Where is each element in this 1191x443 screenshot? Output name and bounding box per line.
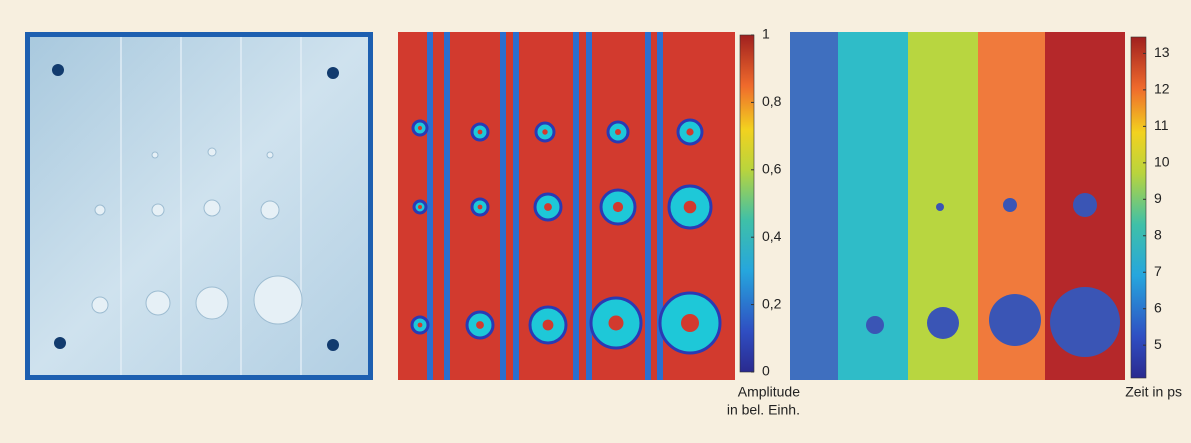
photo-hole: [327, 339, 339, 351]
ring-core: [477, 129, 483, 135]
defect: [1003, 198, 1017, 212]
colorbar-tick-label: 5: [1154, 336, 1162, 352]
photo-hole: [54, 337, 66, 349]
colorbar-tick-label: 6: [1154, 299, 1162, 315]
colorbar-tick-label: 7: [1154, 263, 1162, 279]
ring-core: [418, 205, 422, 209]
stripe: [444, 32, 450, 380]
photo-dent: [203, 199, 221, 217]
colorbar-label: Zeit in ps: [1125, 384, 1182, 400]
colorbar-tick-label: 1: [762, 26, 770, 42]
photo-dent: [253, 275, 303, 325]
photo-strip: [300, 37, 302, 375]
defect: [866, 316, 884, 334]
ring-core: [608, 315, 624, 331]
ring-core: [476, 321, 484, 329]
photo-strip: [180, 37, 182, 375]
photo-dent: [151, 151, 159, 159]
defect: [927, 307, 959, 339]
ring-core: [612, 201, 624, 213]
defect: [989, 294, 1041, 346]
photo-dent: [260, 200, 280, 220]
colorbar-tick-label: 12: [1154, 81, 1170, 97]
photo-dent: [207, 147, 217, 157]
photo-hole: [52, 64, 64, 76]
colorbar-tick-label: 0,2: [762, 295, 782, 311]
stripe: [427, 32, 433, 380]
ring-core: [681, 314, 699, 332]
colorbar-tick-label: 0: [762, 363, 770, 379]
colorbar: [1130, 36, 1147, 379]
photo-strip: [120, 37, 122, 375]
stripe: [645, 32, 651, 380]
colorbar-tick-label: 8: [1154, 226, 1162, 242]
ring-core: [542, 319, 554, 331]
defect: [1050, 287, 1120, 357]
stripe: [586, 32, 592, 380]
colorbar-label: in bel. Einh.: [727, 402, 800, 418]
time-band: [790, 32, 838, 380]
photo-dent: [151, 203, 165, 217]
ring-core: [417, 125, 423, 131]
photo-dent: [145, 290, 171, 316]
colorbar-tick-label: 0,8: [762, 93, 782, 109]
stripe: [513, 32, 519, 380]
photo-hole: [327, 67, 339, 79]
stripe: [500, 32, 506, 380]
defect: [1073, 193, 1097, 217]
ring-core: [683, 200, 697, 214]
ring-core: [544, 203, 552, 211]
colorbar-tick-label: 0,4: [762, 228, 782, 244]
stripe: [573, 32, 579, 380]
ring-core: [615, 129, 621, 135]
stripe: [657, 32, 663, 380]
photo-strip: [240, 37, 242, 375]
ring-core: [542, 129, 548, 135]
photo-dent: [94, 204, 106, 216]
colorbar-tick-label: 11: [1154, 117, 1169, 133]
ring-core: [477, 204, 483, 210]
ring-core: [686, 128, 694, 136]
colorbar-tick-label: 10: [1154, 154, 1170, 170]
ring-core: [417, 322, 423, 328]
colorbar-tick-label: 9: [1154, 190, 1162, 206]
photo: [30, 37, 368, 375]
photo-dent: [91, 296, 109, 314]
colorbar-label: Amplitude: [738, 384, 800, 400]
photo-dent: [195, 286, 229, 320]
colorbar: [739, 34, 755, 373]
colorbar-tick-label: 13: [1154, 44, 1170, 60]
photo-dent: [266, 151, 274, 159]
colorbar-tick-label: 0,6: [762, 161, 782, 177]
defect: [936, 203, 944, 211]
